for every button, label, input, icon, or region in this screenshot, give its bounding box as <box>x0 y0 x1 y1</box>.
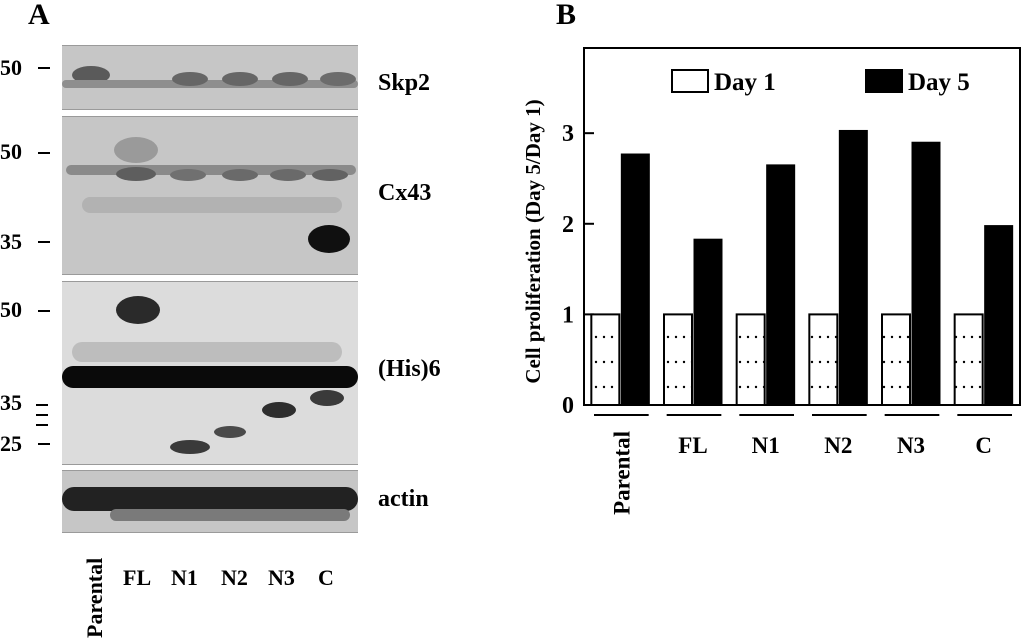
blot-his6 <box>62 281 358 465</box>
lane-label-fl: FL <box>123 565 152 590</box>
blot-label-skp2: Skp2 <box>378 70 431 96</box>
mw-tick <box>38 310 50 312</box>
mw-tick <box>36 414 48 416</box>
y-tick-label: 2 <box>562 212 574 238</box>
bar-day5 <box>911 141 941 406</box>
mw-marker-label: 50 <box>0 55 22 80</box>
mw-marker-label: 25 <box>0 431 22 456</box>
legend-label-day1: Day 1 <box>714 69 776 96</box>
y-tick-label: 3 <box>562 121 574 147</box>
mw-tick <box>38 241 50 243</box>
bar-day1 <box>735 313 766 407</box>
mw-marker-label: 50 <box>0 139 22 164</box>
x-tick-label: Parental <box>609 431 634 515</box>
x-tick-label: C <box>975 433 992 458</box>
bar-day1 <box>881 313 911 407</box>
y-tick-label: 1 <box>562 302 574 328</box>
mw-tick <box>36 404 48 406</box>
lane-label-n3: N3 <box>268 565 295 590</box>
legend-swatch-day1 <box>671 69 709 93</box>
mw-tick <box>36 424 48 426</box>
mw-marker-label: 50 <box>0 297 22 322</box>
legend-label-day5: Day 5 <box>908 69 970 96</box>
bar-day1 <box>663 313 693 407</box>
y-axis-label: Cell proliferation (Day 5/Day 1) <box>521 99 545 383</box>
blot-label-actin: actin <box>378 486 429 512</box>
mw-tick <box>38 67 50 69</box>
mw-tick <box>38 443 50 445</box>
panel-b-letter: B <box>556 0 577 31</box>
lane-label-c: C <box>318 565 334 590</box>
blot-actin <box>62 470 358 533</box>
mw-tick <box>38 152 50 154</box>
bar-day5 <box>620 153 650 406</box>
bar-day5 <box>838 129 868 406</box>
y-tick-label: 0 <box>562 393 574 419</box>
bar-day1 <box>590 313 621 407</box>
blot-label-cx43: Cx43 <box>378 180 432 206</box>
x-tick-label: N1 <box>752 433 780 458</box>
x-tick-label: FL <box>678 433 707 458</box>
blot-cx43 <box>62 116 358 275</box>
panel-a-letter: A <box>28 0 50 31</box>
x-tick-label: N3 <box>897 433 925 458</box>
bar-day5 <box>693 238 723 406</box>
bar-day5 <box>984 225 1014 406</box>
bar-day1 <box>808 313 839 407</box>
lane-label-n1: N1 <box>171 565 198 590</box>
blot-label-his6: (His)6 <box>378 356 441 382</box>
mw-marker-label: 35 <box>0 229 22 254</box>
mw-marker-label: 35 <box>0 390 22 415</box>
blot-skp2 <box>62 45 358 110</box>
x-tick-label: N2 <box>824 433 852 458</box>
plot-frame <box>583 47 1021 406</box>
bar-day1 <box>953 313 984 407</box>
legend-swatch-day5 <box>865 69 903 93</box>
bar-day5 <box>766 164 796 406</box>
lane-label-n2: N2 <box>221 565 248 590</box>
